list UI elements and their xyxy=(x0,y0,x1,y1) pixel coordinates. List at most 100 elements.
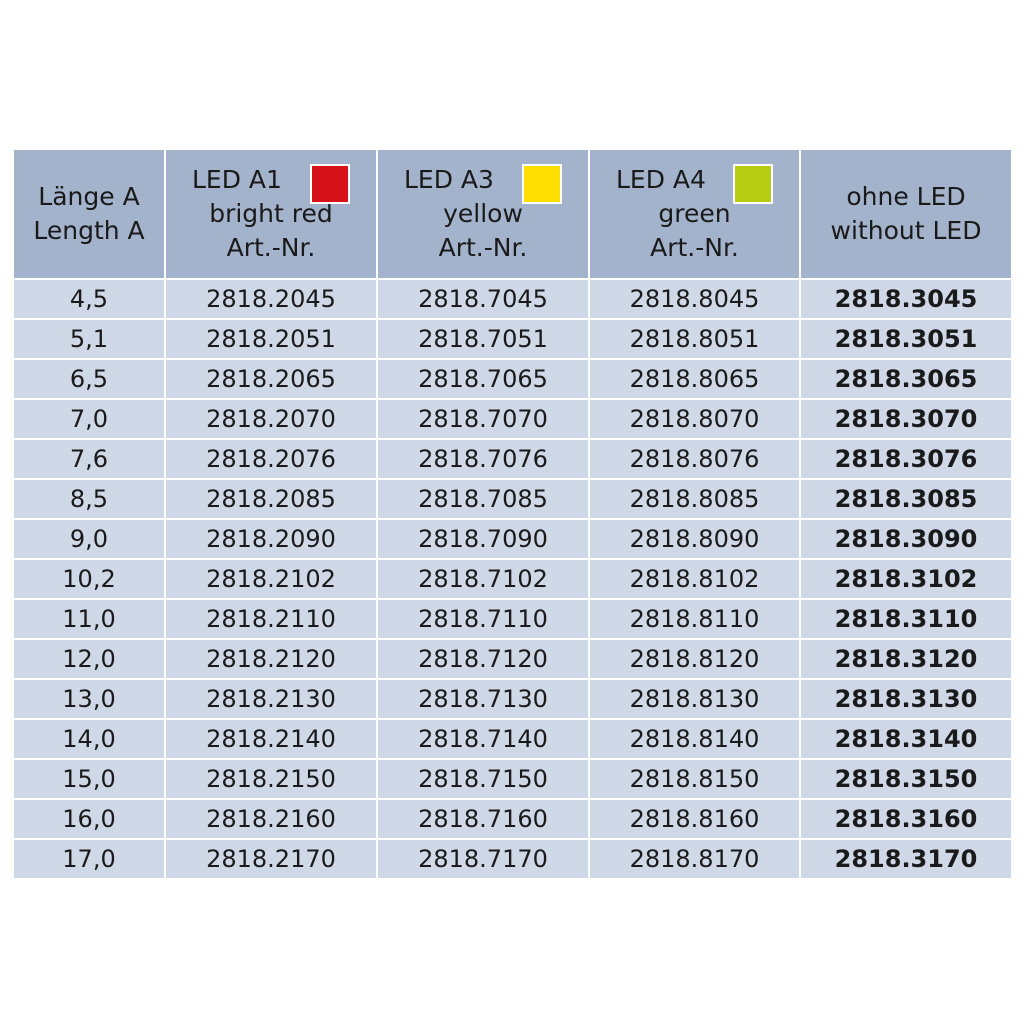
cell-length: 8,5 xyxy=(12,478,166,520)
table-row: 8,5 2818.2085 2818.7085 2818.8085 2818.3085 xyxy=(12,478,1013,520)
color-swatch xyxy=(310,164,350,204)
cell-led-a1: 2818.2160 xyxy=(164,798,378,840)
cell-led-a1: 2818.2140 xyxy=(164,718,378,760)
header-text: without LED xyxy=(830,216,982,245)
cell-led-a3: 2818.7140 xyxy=(376,718,590,760)
cell-led-a4: 2818.8045 xyxy=(588,278,801,320)
cell-length: 4,5 xyxy=(12,278,166,320)
cell-without-led: 2818.3102 xyxy=(799,558,1013,600)
cell-length: 7,6 xyxy=(12,438,166,480)
cell-without-led: 2818.3130 xyxy=(799,678,1013,720)
cell-without-led: 2818.3085 xyxy=(799,478,1013,520)
cell-led-a3: 2818.7130 xyxy=(376,678,590,720)
header-text: LED A1 xyxy=(192,165,282,194)
cell-led-a1: 2818.2051 xyxy=(164,318,378,360)
cell-led-a3: 2818.7170 xyxy=(376,838,590,880)
cell-led-a3: 2818.7150 xyxy=(376,758,590,800)
header-text: yellow xyxy=(443,199,523,228)
header-length: Länge A Length A xyxy=(12,148,166,280)
table-row: 5,1 2818.2051 2818.7051 2818.8051 2818.3051 xyxy=(12,318,1013,360)
cell-led-a1: 2818.2102 xyxy=(164,558,378,600)
cell-length: 5,1 xyxy=(12,318,166,360)
header-led-a3: LED A3 yellow Art.-Nr. xyxy=(376,148,590,280)
table-row: 11,0 2818.2110 2818.7110 2818.8110 2818.3110 xyxy=(12,598,1013,640)
cell-length: 7,0 xyxy=(12,398,166,440)
cell-led-a3: 2818.7160 xyxy=(376,798,590,840)
cell-without-led: 2818.3150 xyxy=(799,758,1013,800)
cell-length: 16,0 xyxy=(12,798,166,840)
cell-without-led: 2818.3045 xyxy=(799,278,1013,320)
table-row: 4,5 2818.2045 2818.7045 2818.8045 2818.3045 xyxy=(12,278,1013,320)
header-text: Art.-Nr. xyxy=(438,233,528,262)
cell-length: 13,0 xyxy=(12,678,166,720)
cell-without-led: 2818.3140 xyxy=(799,718,1013,760)
cell-without-led: 2818.3160 xyxy=(799,798,1013,840)
cell-length: 12,0 xyxy=(12,638,166,680)
cell-led-a1: 2818.2076 xyxy=(164,438,378,480)
cell-led-a4: 2818.8076 xyxy=(588,438,801,480)
color-swatch xyxy=(733,164,773,204)
cell-led-a4: 2818.8160 xyxy=(588,798,801,840)
cell-without-led: 2818.3090 xyxy=(799,518,1013,560)
cell-led-a4: 2818.8102 xyxy=(588,558,801,600)
cell-led-a3: 2818.7110 xyxy=(376,598,590,640)
cell-without-led: 2818.3110 xyxy=(799,598,1013,640)
table-row: 7,6 2818.2076 2818.7076 2818.8076 2818.3076 xyxy=(12,438,1013,480)
cell-led-a4: 2818.8090 xyxy=(588,518,801,560)
header-text: green xyxy=(658,199,731,228)
cell-without-led: 2818.3051 xyxy=(799,318,1013,360)
cell-led-a3: 2818.7076 xyxy=(376,438,590,480)
header-text: LED A3 xyxy=(404,165,494,194)
cell-length: 9,0 xyxy=(12,518,166,560)
cell-led-a1: 2818.2065 xyxy=(164,358,378,400)
cell-length: 10,2 xyxy=(12,558,166,600)
header-text: LED A4 xyxy=(616,165,706,194)
cell-led-a1: 2818.2110 xyxy=(164,598,378,640)
table-row: 16,0 2818.2160 2818.7160 2818.8160 2818.3160 xyxy=(12,798,1013,840)
cell-led-a4: 2818.8070 xyxy=(588,398,801,440)
cell-length: 17,0 xyxy=(12,838,166,880)
header-text: Length A xyxy=(33,216,145,245)
cell-led-a1: 2818.2130 xyxy=(164,678,378,720)
table-row: 7,0 2818.2070 2818.7070 2818.8070 2818.3070 xyxy=(12,398,1013,440)
table-row: 13,0 2818.2130 2818.7130 2818.8130 2818.3130 xyxy=(12,678,1013,720)
cell-led-a4: 2818.8120 xyxy=(588,638,801,680)
cell-led-a1: 2818.2090 xyxy=(164,518,378,560)
cell-without-led: 2818.3120 xyxy=(799,638,1013,680)
header-without-led: ohne LED without LED xyxy=(799,148,1013,280)
header-text: Art.-Nr. xyxy=(650,233,739,262)
cell-led-a3: 2818.7045 xyxy=(376,278,590,320)
cell-led-a1: 2818.2085 xyxy=(164,478,378,520)
cell-length: 14,0 xyxy=(12,718,166,760)
table-row: 17,0 2818.2170 2818.7170 2818.8170 2818.3170 xyxy=(12,838,1013,880)
cell-led-a4: 2818.8065 xyxy=(588,358,801,400)
cell-led-a4: 2818.8170 xyxy=(588,838,801,880)
cell-without-led: 2818.3170 xyxy=(799,838,1013,880)
table-row: 15,0 2818.2150 2818.7150 2818.8150 2818.3150 xyxy=(12,758,1013,800)
cell-without-led: 2818.3065 xyxy=(799,358,1013,400)
cell-led-a1: 2818.2070 xyxy=(164,398,378,440)
cell-led-a4: 2818.8140 xyxy=(588,718,801,760)
header-text: Länge A xyxy=(38,182,140,211)
cell-led-a4: 2818.8150 xyxy=(588,758,801,800)
table-row: 10,2 2818.2102 2818.7102 2818.8102 2818.3102 xyxy=(12,558,1013,600)
table-row: 14,0 2818.2140 2818.7140 2818.8140 2818.3140 xyxy=(12,718,1013,760)
cell-led-a1: 2818.2150 xyxy=(164,758,378,800)
cell-without-led: 2818.3070 xyxy=(799,398,1013,440)
table-row: 6,5 2818.2065 2818.7065 2818.8065 2818.3065 xyxy=(12,358,1013,400)
table-row: 9,0 2818.2090 2818.7090 2818.8090 2818.3090 xyxy=(12,518,1013,560)
cell-led-a1: 2818.2120 xyxy=(164,638,378,680)
cell-led-a4: 2818.8130 xyxy=(588,678,801,720)
cell-led-a3: 2818.7065 xyxy=(376,358,590,400)
cell-led-a3: 2818.7120 xyxy=(376,638,590,680)
cell-led-a3: 2818.7090 xyxy=(376,518,590,560)
color-swatch xyxy=(522,164,562,204)
cell-led-a3: 2818.7070 xyxy=(376,398,590,440)
cell-led-a4: 2818.8085 xyxy=(588,478,801,520)
led-article-table: Länge A Length A LED A1 bright red Art.-Nr. L… xyxy=(12,148,1013,880)
header-led-a1: LED A1 bright red Art.-Nr. xyxy=(164,148,378,280)
cell-without-led: 2818.3076 xyxy=(799,438,1013,480)
header-text: Art.-Nr. xyxy=(226,233,316,262)
cell-led-a1: 2818.2170 xyxy=(164,838,378,880)
cell-led-a4: 2818.8110 xyxy=(588,598,801,640)
